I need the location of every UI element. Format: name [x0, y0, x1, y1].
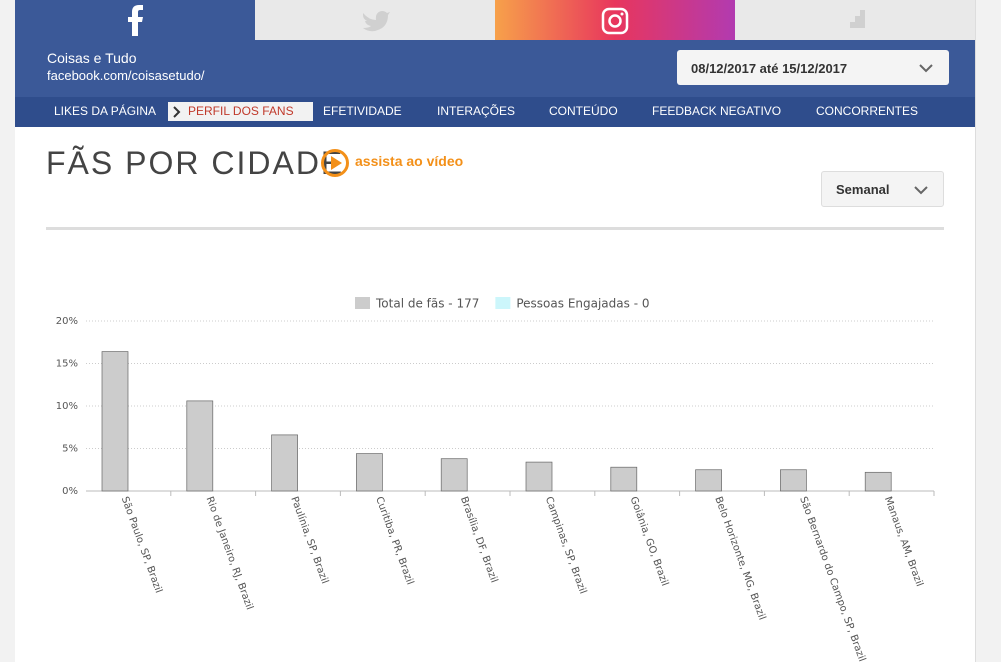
- chevron: [919, 64, 933, 73]
- x-tick-label: Belo Horizonte, MG, Brazil: [712, 495, 767, 621]
- y-tick-label: 15%: [56, 359, 78, 370]
- x-tick-label: Paulínia, SP, Brazil: [288, 495, 331, 585]
- nav-item[interactable]: CONTEÚDO: [549, 104, 618, 118]
- nav-active-box: [168, 102, 313, 121]
- nav-item[interactable]: INTERAÇÕES: [437, 104, 516, 118]
- divider: [46, 227, 944, 230]
- period: Semanal: [836, 182, 890, 197]
- date-range: 08/12/2017 até 15/12/2017: [691, 61, 848, 76]
- y-tick-label: 5%: [62, 444, 78, 455]
- bar: [864, 471, 892, 492]
- bar: [186, 400, 214, 492]
- nav-arrow: [173, 106, 181, 118]
- chevron: [914, 186, 928, 195]
- nav-item[interactable]: FEEDBACK NEGATIVO: [652, 104, 782, 118]
- instagram-tab[interactable]: [495, 0, 735, 40]
- x-label-group: Curitiba, PR, Brazil: [373, 495, 415, 586]
- video-link[interactable]: assista ao vídeo: [355, 153, 464, 169]
- x-tick-label: São Bernardo do Campo, SP, Brazil: [797, 495, 867, 662]
- x-label-group: Goiânia, GO, Brazil: [628, 495, 672, 588]
- bar: [356, 453, 383, 492]
- x-tick-label: Curitiba, PR, Brazil: [373, 495, 415, 586]
- bar: [440, 458, 468, 492]
- date-selector[interactable]: 08/12/2017 até 15/12/2017: [677, 50, 949, 85]
- bar: [610, 466, 638, 492]
- other-tab[interactable]: [735, 0, 975, 40]
- x-tick-label: Brasília, DF, Brazil: [458, 495, 500, 584]
- bar: [780, 469, 807, 492]
- x-tick-label: Rio de Janeiro, RJ, Brazil: [204, 495, 255, 611]
- x-label-group: Rio de Janeiro, RJ, Brazil: [204, 495, 255, 611]
- play-icon[interactable]: [320, 148, 350, 178]
- x-label-group: Belo Horizonte, MG, Brazil: [712, 495, 767, 621]
- y-tick-label: 0%: [62, 486, 78, 497]
- page-name: Coisas e Tudo: [47, 50, 137, 66]
- stats-icon: [845, 10, 865, 28]
- legend-swatch: [495, 297, 511, 309]
- x-label-group: Brasília, DF, Brazil: [458, 495, 500, 584]
- x-label-group: Paulínia, SP, Brazil: [288, 495, 331, 585]
- facebook-icon: [128, 5, 143, 36]
- twitter-tab[interactable]: [255, 0, 495, 40]
- y-tick-label: 10%: [56, 401, 78, 412]
- x-label-group: São Bernardo do Campo, SP, Brazil: [797, 495, 867, 662]
- section-title: FÃS POR CIDADE: [46, 145, 345, 181]
- bar: [695, 469, 722, 492]
- bar: [271, 434, 298, 492]
- x-label-group: Manaus, AM, Brazil: [882, 495, 925, 588]
- legend-swatch: [355, 297, 370, 309]
- x-tick-label: Goiânia, GO, Brazil: [628, 495, 672, 588]
- x-tick-label: Campinas, SP, Brazil: [543, 495, 588, 595]
- x-label-group: Campinas, SP, Brazil: [543, 495, 588, 595]
- nav-item[interactable]: CONCORRENTES: [816, 104, 919, 118]
- facebook-tab[interactable]: [15, 0, 255, 40]
- bar: [101, 351, 129, 492]
- nav-item[interactable]: LIKES DA PÁGINA: [54, 104, 157, 118]
- x-label-group: São Paulo, SP, Brazil: [119, 495, 164, 594]
- twitter-icon: [363, 11, 390, 32]
- y-tick-label: 20%: [56, 316, 78, 327]
- legend-label: Pessoas Engajadas - 0: [516, 297, 649, 311]
- page-url: facebook.com/coisasetudo/: [47, 68, 205, 83]
- nav-item[interactable]: EFETIVIDADE: [323, 104, 402, 118]
- bar: [525, 461, 553, 492]
- x-tick-label: Manaus, AM, Brazil: [882, 495, 925, 588]
- period-selector[interactable]: Semanal: [821, 171, 944, 207]
- legend-label: Total de fãs - 177: [375, 297, 479, 311]
- instagram-icon: [601, 7, 629, 35]
- x-tick-label: São Paulo, SP, Brazil: [119, 495, 164, 594]
- nav-item[interactable]: PERFIL DOS FANS: [188, 104, 294, 118]
